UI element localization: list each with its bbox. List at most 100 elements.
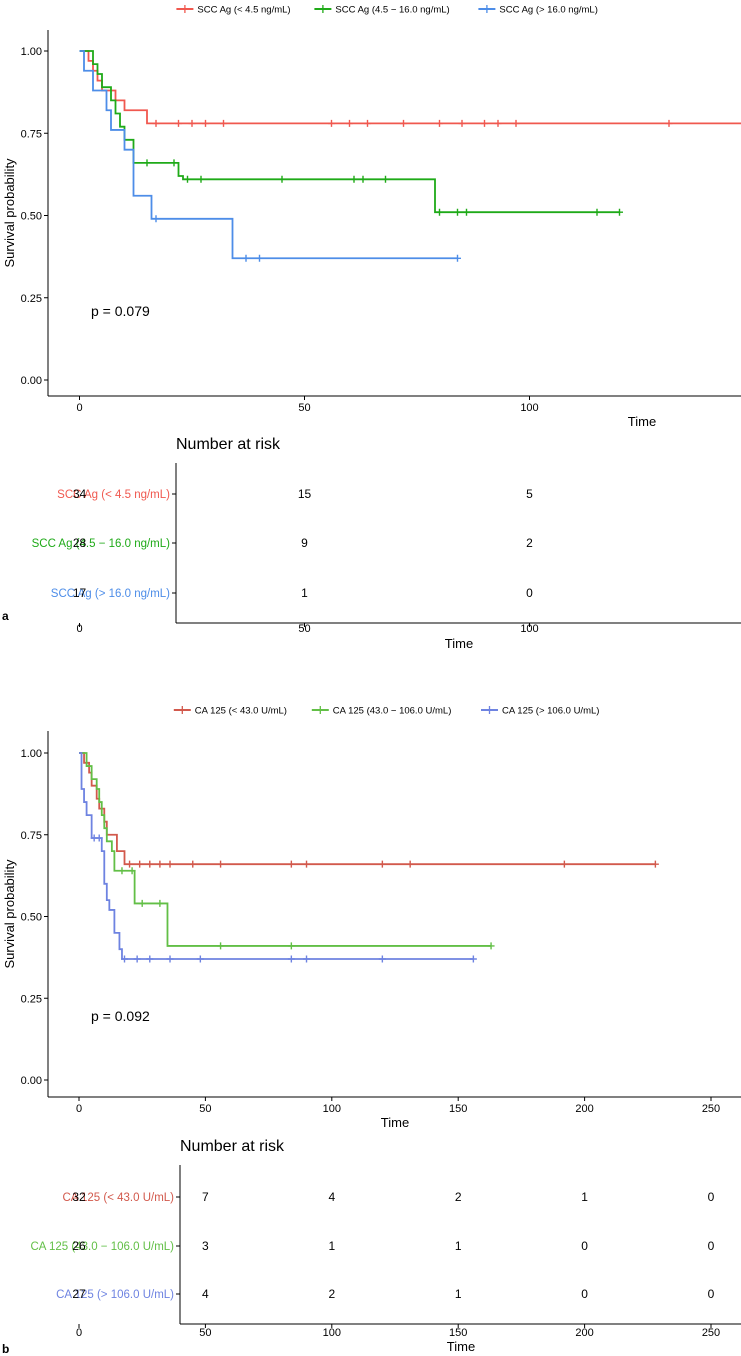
panel-label: a xyxy=(2,609,9,623)
risk-x-tick-label: 100 xyxy=(323,1327,341,1339)
censor-mark xyxy=(256,254,263,262)
risk-count: 2 xyxy=(328,1287,335,1301)
survival-curve xyxy=(79,50,620,214)
risk-x-axis-title: Time xyxy=(447,1339,475,1354)
censor-mark xyxy=(152,119,160,127)
risk-count: 1 xyxy=(301,586,308,600)
legend-label: CA 125 (43.0 − 106.0 U/mL) xyxy=(333,706,452,717)
x-tick-label: 100 xyxy=(520,402,538,414)
y-tick-label: 0.75 xyxy=(21,830,42,842)
legend-label: SCC Ag (4.5 − 16.0 ng/mL) xyxy=(335,5,449,16)
censor-mark xyxy=(152,215,160,223)
series-2 xyxy=(79,50,461,262)
censor-mark xyxy=(133,955,141,963)
censor-mark xyxy=(350,175,358,183)
y-tick-label: 1.00 xyxy=(21,748,42,760)
x-axis-title: Time xyxy=(381,1115,409,1130)
censor-mark xyxy=(616,208,623,216)
risk-x-tick-label: 50 xyxy=(298,623,310,635)
censor-mark xyxy=(382,175,389,183)
risk-count: 1 xyxy=(455,1287,462,1301)
legend-item: CA 125 (> 106.0 U/mL) xyxy=(481,706,599,717)
censor-mark xyxy=(166,955,174,963)
x-tick-label: 250 xyxy=(702,1103,720,1115)
legend-label: SCC Ag (> 16.0 ng/mL) xyxy=(499,5,597,16)
censor-mark xyxy=(278,175,286,183)
censor-mark xyxy=(217,942,225,950)
risk-x-tick-label: 150 xyxy=(449,1327,467,1339)
censor-mark xyxy=(166,860,174,868)
censor-mark xyxy=(328,119,335,127)
series-1 xyxy=(79,50,623,216)
censor-mark xyxy=(197,175,205,183)
risk-count: 3 xyxy=(202,1239,209,1253)
censor-mark xyxy=(303,860,311,868)
risk-x-tick-label: 100 xyxy=(520,623,538,635)
censor-mark xyxy=(95,834,103,842)
censor-mark xyxy=(156,899,164,907)
legend: CA 125 (< 43.0 U/mL) CA 125 (43.0 − 106.0… xyxy=(173,706,599,717)
risk-count: 9 xyxy=(301,536,308,550)
risk-row-label: SCC Ag (< 4.5 ng/mL) xyxy=(57,489,170,501)
y-tick-label: 0.50 xyxy=(21,211,42,223)
chart-panel-a: SCC Ag (< 4.5 ng/mL) SCC Ag (4.5 − 16.0 n… xyxy=(2,5,741,651)
risk-count: 1 xyxy=(328,1239,335,1253)
risk-x-tick-label: 0 xyxy=(76,623,82,635)
y-axis-title: Survival probability xyxy=(2,158,17,268)
series-0 xyxy=(79,752,659,868)
legend-label: CA 125 (> 106.0 U/mL) xyxy=(502,706,599,717)
censor-mark xyxy=(436,119,443,127)
risk-count: 27 xyxy=(72,1287,86,1301)
x-tick-label: 0 xyxy=(76,1103,82,1115)
censor-mark xyxy=(146,860,154,868)
risk-count: 26 xyxy=(72,1239,86,1253)
censor-mark xyxy=(143,159,151,167)
censor-mark xyxy=(188,119,196,127)
survival-curve xyxy=(79,752,656,866)
risk-row-label: SCC Ag (> 16.0 ng/mL) xyxy=(51,588,170,600)
y-tick-label: 0.25 xyxy=(21,993,42,1005)
censor-mark xyxy=(400,119,407,127)
risk-table-title: Number at risk xyxy=(176,436,281,453)
censor-mark xyxy=(184,175,191,183)
censor-mark xyxy=(512,119,520,127)
censor-mark xyxy=(364,119,371,127)
censor-mark xyxy=(560,860,568,868)
risk-x-tick-label: 200 xyxy=(575,1327,593,1339)
censor-mark xyxy=(128,867,136,875)
x-tick-label: 150 xyxy=(449,1103,467,1115)
censor-mark xyxy=(593,208,601,216)
chart-panel-b: CA 125 (< 43.0 U/mL) CA 125 (43.0 − 106.0… xyxy=(2,706,741,1356)
x-tick-label: 50 xyxy=(199,1103,211,1115)
censor-mark xyxy=(126,860,134,868)
censor-mark xyxy=(156,860,164,868)
censor-mark xyxy=(494,119,502,127)
legend-label: SCC Ag (< 4.5 ng/mL) xyxy=(197,5,290,16)
survival-curve xyxy=(79,50,741,125)
y-tick-label: 0.75 xyxy=(21,128,42,140)
censor-mark xyxy=(436,208,443,216)
censor-mark xyxy=(121,955,129,963)
legend-item: SCC Ag (> 16.0 ng/mL) xyxy=(478,5,598,16)
risk-count: 0 xyxy=(708,1190,715,1204)
legend-item: CA 125 (< 43.0 U/mL) xyxy=(173,706,287,717)
censor-mark xyxy=(665,119,673,127)
censor-mark xyxy=(146,955,154,963)
series-1 xyxy=(79,752,495,950)
risk-x-tick-label: 0 xyxy=(76,1327,82,1339)
legend-item: SCC Ag (4.5 − 16.0 ng/mL) xyxy=(314,5,450,16)
censor-mark xyxy=(469,955,477,963)
censor-mark xyxy=(487,942,495,950)
risk-x-tick-label: 50 xyxy=(199,1327,211,1339)
censor-mark xyxy=(220,119,227,127)
survival-curve xyxy=(79,752,474,960)
risk-count: 0 xyxy=(708,1287,715,1301)
censor-mark xyxy=(406,860,414,868)
risk-count: 4 xyxy=(328,1190,335,1204)
y-tick-label: 0.25 xyxy=(21,293,42,305)
censor-mark xyxy=(118,867,126,875)
censor-mark xyxy=(287,942,295,950)
